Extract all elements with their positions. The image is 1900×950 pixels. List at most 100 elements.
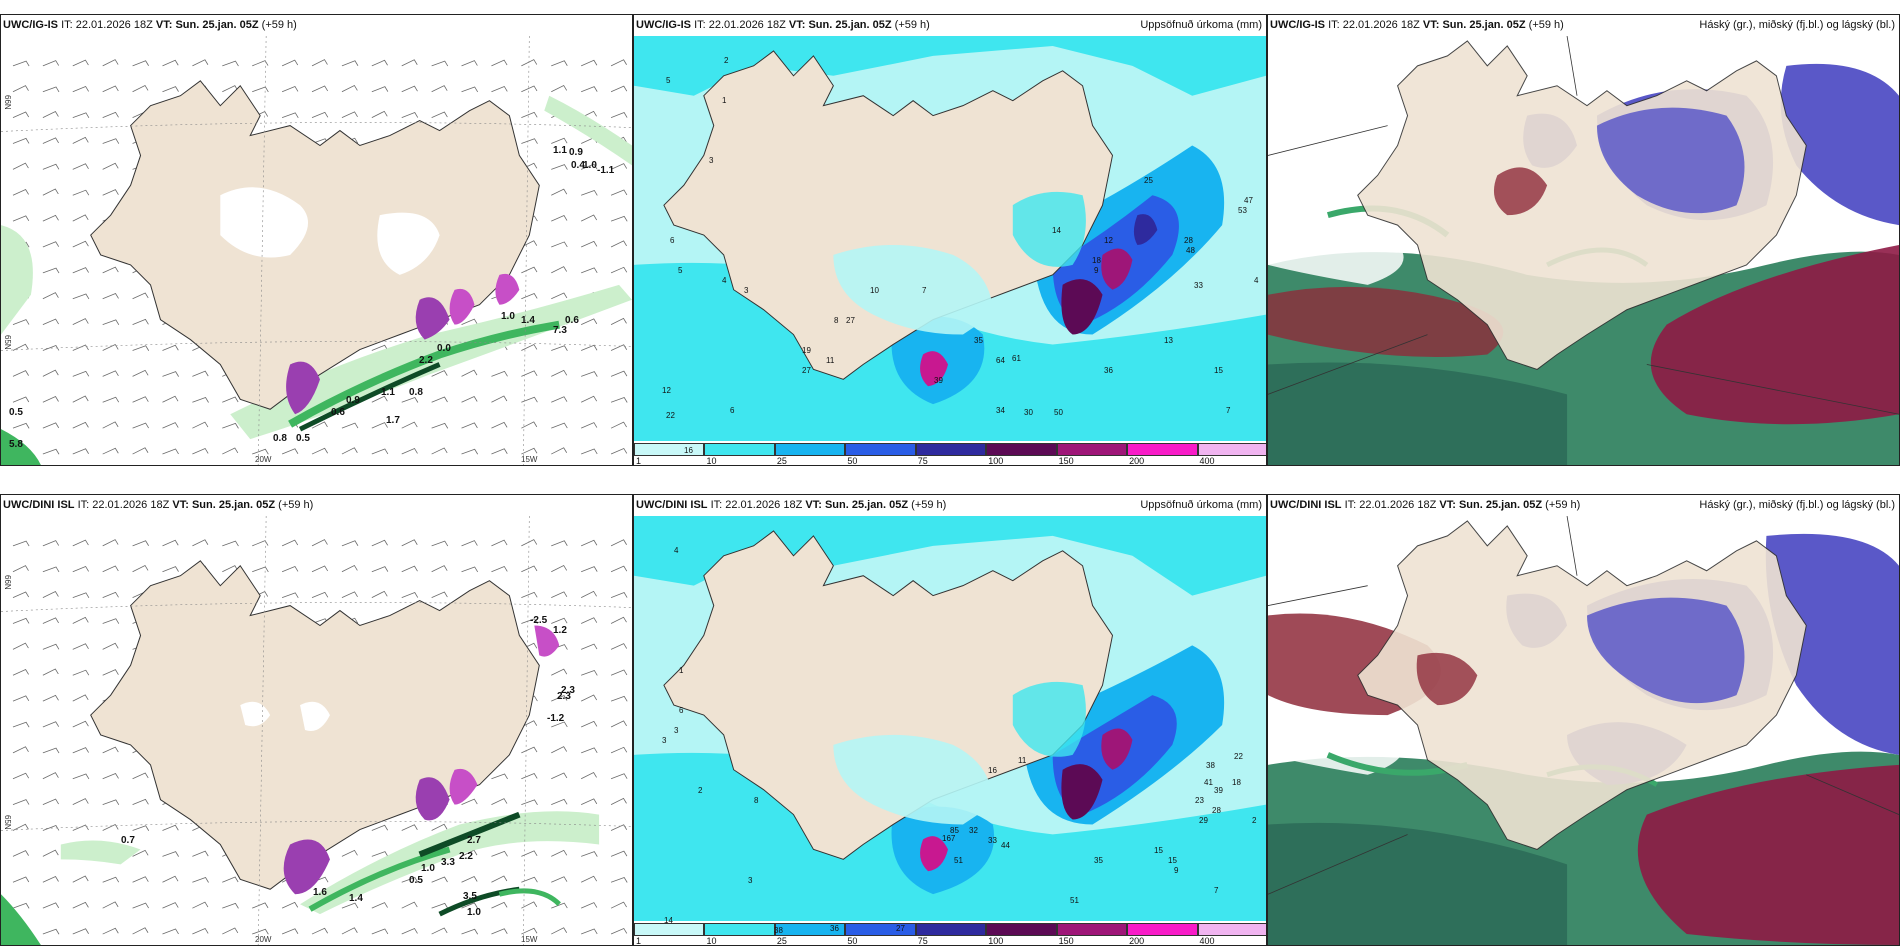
lat-label: 65N xyxy=(3,335,12,350)
colorbar-label: 50 xyxy=(847,456,858,466)
lon-label: 20W xyxy=(255,455,272,464)
colorbar-swatch xyxy=(986,923,1057,936)
wind-value: 1.6 xyxy=(313,887,327,898)
precip-panel-dini: UWC/DINI ISL IT: 22.01.2026 18Z VT: Sun.… xyxy=(633,494,1267,946)
panel-header: UWC/DINI ISL IT: 22.01.2026 18Z VT: Sun.… xyxy=(1,495,632,516)
wind-value: 1.2 xyxy=(553,625,567,636)
precip-value: 15 xyxy=(1168,856,1177,865)
precip-value: 23 xyxy=(1195,796,1204,805)
precip-value: 39 xyxy=(934,376,943,385)
precip-value: 27 xyxy=(846,316,855,325)
precip-value: 2 xyxy=(1252,816,1257,825)
precip-value: 167 xyxy=(942,834,956,843)
precip-value: 36 xyxy=(830,924,839,933)
wind-value: -1.2 xyxy=(547,713,565,724)
precip-value: 3 xyxy=(748,876,753,885)
wind-value: 5.8 xyxy=(9,439,23,450)
precip-value: 14 xyxy=(664,916,673,925)
colorbar-swatch xyxy=(1127,923,1198,936)
colorbar-swatch xyxy=(634,923,705,936)
wind-value: 0.4 xyxy=(571,160,585,171)
precip-value: 3 xyxy=(709,156,714,165)
precip-value: 13 xyxy=(1164,336,1173,345)
colorbar-label: 400 xyxy=(1199,936,1215,946)
wind-map xyxy=(1,36,632,465)
precip-value: 8 xyxy=(834,316,839,325)
lat-label: 66N xyxy=(3,95,12,110)
precip-value: 6 xyxy=(730,406,735,415)
precip-value: 50 xyxy=(1054,408,1063,417)
precip-value: 44 xyxy=(1001,841,1010,850)
precip-value: 3 xyxy=(744,286,749,295)
precip-value: 38 xyxy=(774,926,783,935)
precip-value: 30 xyxy=(1024,408,1033,417)
colorbar-label: 25 xyxy=(776,936,787,946)
precip-value: 5 xyxy=(678,266,683,275)
wind-value: 0.8 xyxy=(409,387,423,398)
wind-value: 1.0 xyxy=(421,863,435,874)
precip-value: 35 xyxy=(1094,856,1103,865)
cloud-map xyxy=(1268,36,1899,465)
colorbar-swatch xyxy=(704,443,775,456)
colorbar-swatch xyxy=(1056,923,1128,936)
wind-value: 1.4 xyxy=(521,315,535,326)
wind-value: 1.1 xyxy=(553,145,567,156)
precip-value: 6 xyxy=(670,236,675,245)
wind-value: 0.7 xyxy=(121,835,135,846)
precip-colorbar: 1 10 25 50 75 100 150 200 400 xyxy=(634,921,1266,945)
precip-value: 19 xyxy=(802,346,811,355)
precip-map xyxy=(634,36,1266,441)
precip-value: 27 xyxy=(896,924,905,933)
panel-header: UWC/DINI ISL IT: 22.01.2026 18Z VT: Sun.… xyxy=(634,495,1266,516)
precip-value: 9 xyxy=(1174,866,1179,875)
wind-map xyxy=(1,516,632,945)
panel-header: UWC/IG-IS IT: 22.01.2026 18Z VT: Sun. 25… xyxy=(1,15,632,36)
precip-map xyxy=(634,516,1266,921)
colorbar-swatch xyxy=(915,923,987,936)
precip-value: 6 xyxy=(679,706,684,715)
precip-value: 53 xyxy=(1238,206,1247,215)
precip-value: 38 xyxy=(1206,761,1215,770)
precip-value: 15 xyxy=(1154,846,1163,855)
colorbar-label: 200 xyxy=(1129,936,1145,946)
colorbar-swatch xyxy=(704,923,775,936)
wind-value: -1.1 xyxy=(597,165,615,176)
precip-value: 22 xyxy=(1234,752,1243,761)
precip-value: 51 xyxy=(1070,896,1079,905)
precip-value: 25 xyxy=(1144,176,1153,185)
wind-value: 0.0 xyxy=(437,343,451,354)
colorbar-label: 50 xyxy=(847,936,858,946)
wind-value: 1.0 xyxy=(583,160,597,171)
precip-value: 12 xyxy=(662,386,671,395)
precip-value: 2 xyxy=(698,786,703,795)
precip-value: 32 xyxy=(969,826,978,835)
precip-value: 11 xyxy=(1018,756,1027,765)
wind-panel-dini: UWC/DINI ISL IT: 22.01.2026 18Z VT: Sun.… xyxy=(0,494,633,946)
precip-value: 64 xyxy=(996,356,1005,365)
wind-value: 0.6 xyxy=(565,315,579,326)
colorbar-label: 400 xyxy=(1199,456,1215,466)
precip-panel-igis: UWC/IG-IS IT: 22.01.2026 18Z VT: Sun. 25… xyxy=(633,14,1267,466)
iceland-land xyxy=(663,530,1114,860)
colorbar-swatch xyxy=(1056,443,1128,456)
precip-value: 34 xyxy=(996,406,1005,415)
colorbar-swatch xyxy=(1127,443,1198,456)
precip-colorbar: 1 10 25 50 75 100 150 200 400 xyxy=(634,441,1266,465)
precip-value: 35 xyxy=(974,336,983,345)
precip-value: 47 xyxy=(1244,196,1253,205)
precip-value: 4 xyxy=(722,276,727,285)
wind-value: 0.9 xyxy=(569,147,583,158)
wind-panel-igis: UWC/IG-IS IT: 22.01.2026 18Z VT: Sun. 25… xyxy=(0,14,633,466)
panel-title: Háský (gr.), miðský (fj.bl.) og lágský (… xyxy=(1699,499,1895,511)
colorbar-label: 1 xyxy=(636,456,642,466)
colorbar-swatch xyxy=(1197,443,1266,456)
precip-value: 4 xyxy=(674,546,679,555)
wind-value: 0.5 xyxy=(409,875,423,886)
cloud-panel-igis: UWC/IG-IS IT: 22.01.2026 18Z VT: Sun. 25… xyxy=(1267,14,1900,466)
wind-value: 2.3 xyxy=(557,691,571,702)
precip-value: 7 xyxy=(1214,886,1219,895)
iceland-land xyxy=(663,50,1114,380)
precip-value: 1 xyxy=(722,96,727,105)
precip-value: 18 xyxy=(1232,778,1241,787)
precip-value: 12 xyxy=(1104,236,1113,245)
